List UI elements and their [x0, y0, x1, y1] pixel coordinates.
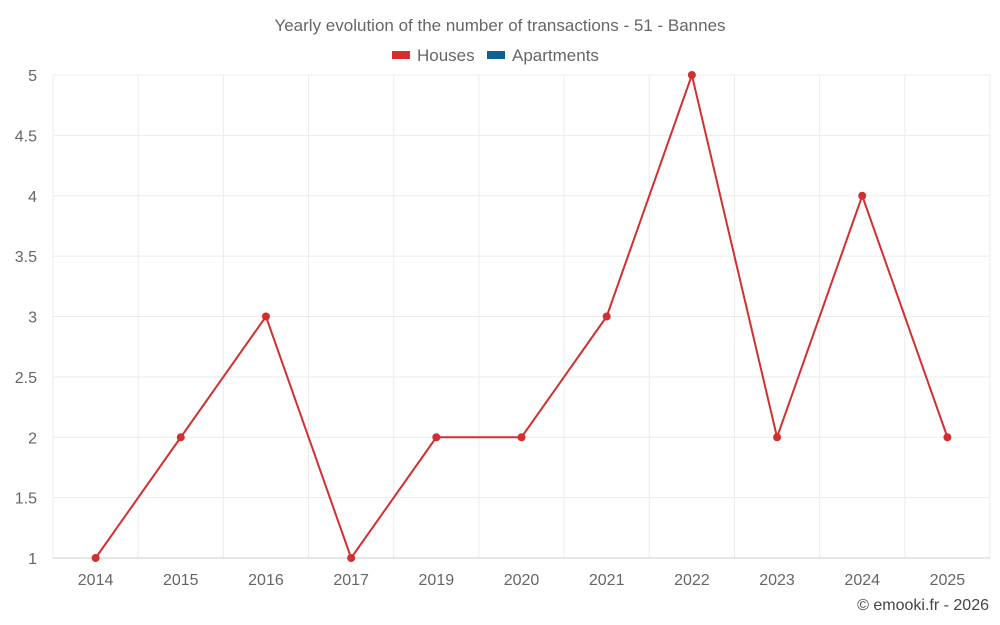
x-tick-label: 2024: [844, 572, 880, 589]
legend-item-houses[interactable]: Houses: [392, 46, 475, 65]
legend-label-houses: Houses: [417, 46, 475, 65]
x-tick-label: 2025: [930, 572, 966, 589]
data-point-houses[interactable]: [347, 554, 356, 562]
data-point-houses[interactable]: [261, 312, 270, 321]
y-tick-label: 4.5: [15, 128, 37, 145]
legend-label-apartments: Apartments: [512, 46, 599, 65]
data-point-houses[interactable]: [176, 433, 185, 442]
legend-item-apartments[interactable]: Apartments: [487, 46, 599, 65]
x-tick-label: 2015: [163, 572, 199, 589]
legend-swatch-apartments: [487, 51, 505, 59]
y-tick-label: 1: [28, 551, 37, 568]
data-point-houses[interactable]: [602, 312, 611, 321]
x-tick-label: 2020: [504, 572, 540, 589]
y-tick-label: 1.5: [15, 491, 37, 508]
legend: Houses Apartments: [392, 46, 599, 65]
data-point-houses[interactable]: [943, 433, 952, 442]
data-point-houses[interactable]: [517, 433, 526, 442]
x-tick-label: 2023: [759, 572, 795, 589]
data-point-houses[interactable]: [773, 433, 782, 442]
data-point-houses[interactable]: [858, 191, 867, 200]
x-tick-label: 2022: [674, 572, 710, 589]
x-tick-label: 2017: [333, 572, 369, 589]
y-tick-label: 5: [28, 68, 37, 85]
y-tick-label: 3.5: [15, 249, 37, 266]
x-tick-label: 2014: [78, 572, 114, 589]
series-layer: [91, 71, 952, 562]
chart-title: Yearly evolution of the number of transa…: [274, 16, 725, 35]
y-gridlines: [53, 74, 990, 499]
x-tick-label: 2019: [419, 572, 455, 589]
data-point-houses[interactable]: [91, 554, 100, 562]
x-tick-label: 2016: [248, 572, 284, 589]
legend-swatch-houses: [392, 51, 410, 59]
credit-text: © emooki.fr - 2026: [857, 597, 989, 614]
y-axis-ticks: 1 1.5 2 2.5 3 3.5 4 4.5 5: [15, 68, 37, 568]
x-tick-label: 2021: [589, 572, 625, 589]
y-tick-label: 2.5: [15, 370, 37, 387]
y-tick-label: 3: [28, 310, 37, 327]
data-point-houses[interactable]: [432, 433, 441, 442]
data-point-houses[interactable]: [687, 71, 696, 79]
y-tick-label: 2: [28, 430, 37, 447]
x-axis-ticks: 2014 2015 2016 2017 2019 2020 2021 2022 2023 2024…: [78, 572, 966, 589]
y-tick-label: 4: [28, 189, 37, 206]
